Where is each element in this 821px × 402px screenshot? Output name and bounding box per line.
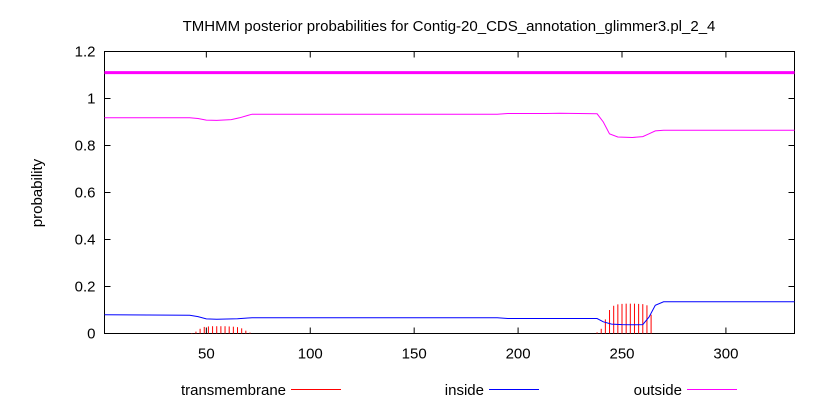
- x-tick-label: 200: [506, 346, 531, 363]
- x-tick-label: 50: [198, 346, 215, 363]
- series-line-outside: [104, 112, 795, 139]
- y-ticks: 0 0.2 0.4 0.6 0.8 1 1.2: [75, 44, 795, 343]
- legend-label-outside: outside: [634, 382, 682, 399]
- legend-label-transmembrane: transmembrane: [181, 382, 286, 399]
- y-tick-label: 0.8: [75, 138, 96, 155]
- y-tick-label: 0.4: [75, 232, 96, 249]
- plot-frame: [104, 51, 795, 334]
- chart-title: TMHMM posterior probabilities for Contig…: [183, 18, 716, 35]
- x-tick-label: 100: [298, 346, 323, 363]
- x-tick-label: 150: [402, 346, 427, 363]
- legend: transmembrane inside outside: [181, 382, 737, 399]
- x-ticks: 50 100 150 200 250 300: [198, 51, 738, 363]
- x-tick-label: 300: [713, 346, 738, 363]
- y-axis-label: probability: [29, 158, 46, 227]
- y-tick-label: 0: [87, 326, 95, 343]
- legend-label-inside: inside: [445, 382, 484, 399]
- series-layer: [104, 71, 795, 334]
- y-tick-label: 0.2: [75, 279, 96, 296]
- y-tick-label: 0.6: [75, 185, 96, 202]
- y-tick-label: 1.2: [75, 44, 96, 61]
- series-line-inside: [104, 301, 795, 326]
- x-tick-label: 250: [609, 346, 634, 363]
- y-tick-label: 1: [87, 91, 95, 108]
- series-transmembrane: [191, 303, 652, 334]
